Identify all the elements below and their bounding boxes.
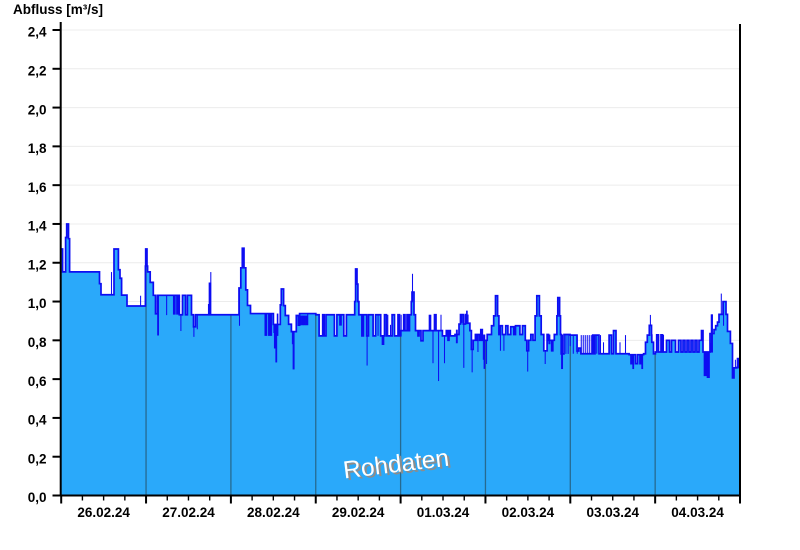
svg-text:2,0: 2,0: [28, 102, 47, 117]
svg-text:0,0: 0,0: [28, 490, 47, 505]
svg-text:04.03.24: 04.03.24: [671, 505, 724, 520]
svg-text:1,0: 1,0: [28, 296, 47, 311]
svg-text:1,6: 1,6: [28, 180, 47, 195]
svg-text:0,2: 0,2: [28, 451, 47, 466]
svg-text:28.02.24: 28.02.24: [247, 505, 300, 520]
svg-text:0,4: 0,4: [28, 413, 47, 428]
svg-text:2,2: 2,2: [28, 63, 47, 78]
svg-text:1,4: 1,4: [28, 219, 47, 234]
svg-text:27.02.24: 27.02.24: [162, 505, 215, 520]
svg-text:0,8: 0,8: [28, 335, 47, 350]
svg-text:1,2: 1,2: [28, 257, 47, 272]
svg-text:1,8: 1,8: [28, 141, 47, 156]
svg-text:0,6: 0,6: [28, 374, 47, 389]
svg-text:26.02.24: 26.02.24: [77, 505, 130, 520]
svg-text:03.03.24: 03.03.24: [586, 505, 639, 520]
svg-text:2,4: 2,4: [28, 25, 47, 40]
svg-text:02.03.24: 02.03.24: [502, 505, 555, 520]
svg-text:01.03.24: 01.03.24: [417, 505, 470, 520]
svg-text:29.02.24: 29.02.24: [332, 505, 385, 520]
svg-text:Abfluss [m³/s]: Abfluss [m³/s]: [13, 2, 103, 17]
